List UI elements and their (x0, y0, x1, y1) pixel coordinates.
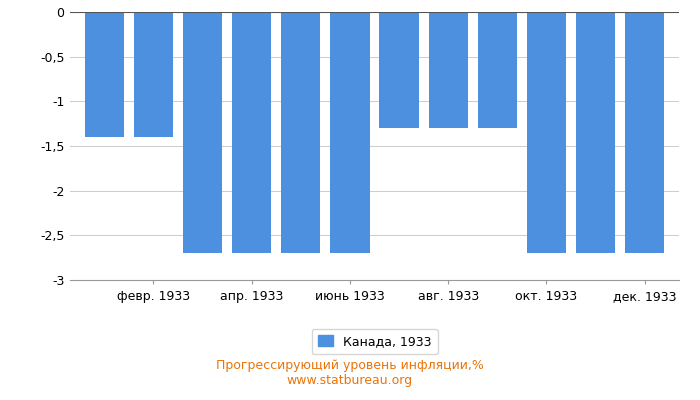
Bar (526, 12, 566, 253)
Bar (625, 12, 664, 253)
Bar (477, 12, 517, 128)
Text: www.statbureau.org: www.statbureau.org (287, 374, 413, 387)
Bar (330, 12, 370, 253)
Bar (183, 12, 223, 253)
Bar (428, 12, 468, 128)
Bar (576, 12, 615, 253)
Legend: Канада, 1933: Канада, 1933 (312, 329, 438, 354)
Bar (379, 12, 419, 128)
Bar (281, 12, 321, 253)
Bar (232, 12, 272, 253)
Bar (85, 12, 124, 137)
Bar (134, 12, 173, 137)
Text: Прогрессирующий уровень инфляции,%: Прогрессирующий уровень инфляции,% (216, 360, 484, 372)
